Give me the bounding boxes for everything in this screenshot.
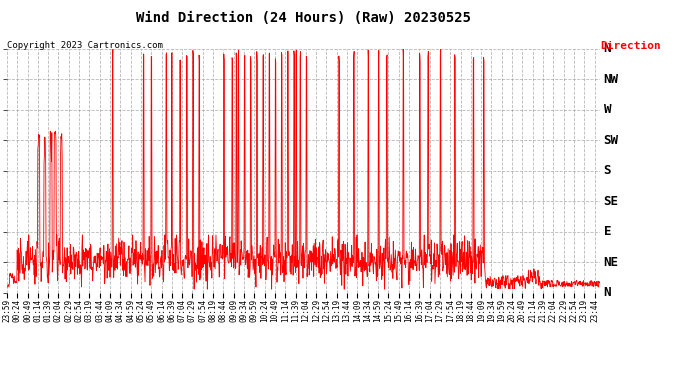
Text: S: S: [604, 164, 611, 177]
Text: Wind Direction (24 Hours) (Raw) 20230525: Wind Direction (24 Hours) (Raw) 20230525: [136, 11, 471, 25]
Text: N: N: [604, 286, 611, 299]
Text: NW: NW: [604, 73, 619, 86]
Text: E: E: [604, 225, 611, 238]
Text: SW: SW: [604, 134, 619, 147]
Text: Copyright 2023 Cartronics.com: Copyright 2023 Cartronics.com: [7, 41, 163, 50]
Text: Direction: Direction: [600, 41, 661, 51]
Text: N: N: [604, 42, 611, 55]
Text: NE: NE: [604, 255, 619, 268]
Text: W: W: [604, 103, 611, 116]
Text: SE: SE: [604, 195, 619, 208]
